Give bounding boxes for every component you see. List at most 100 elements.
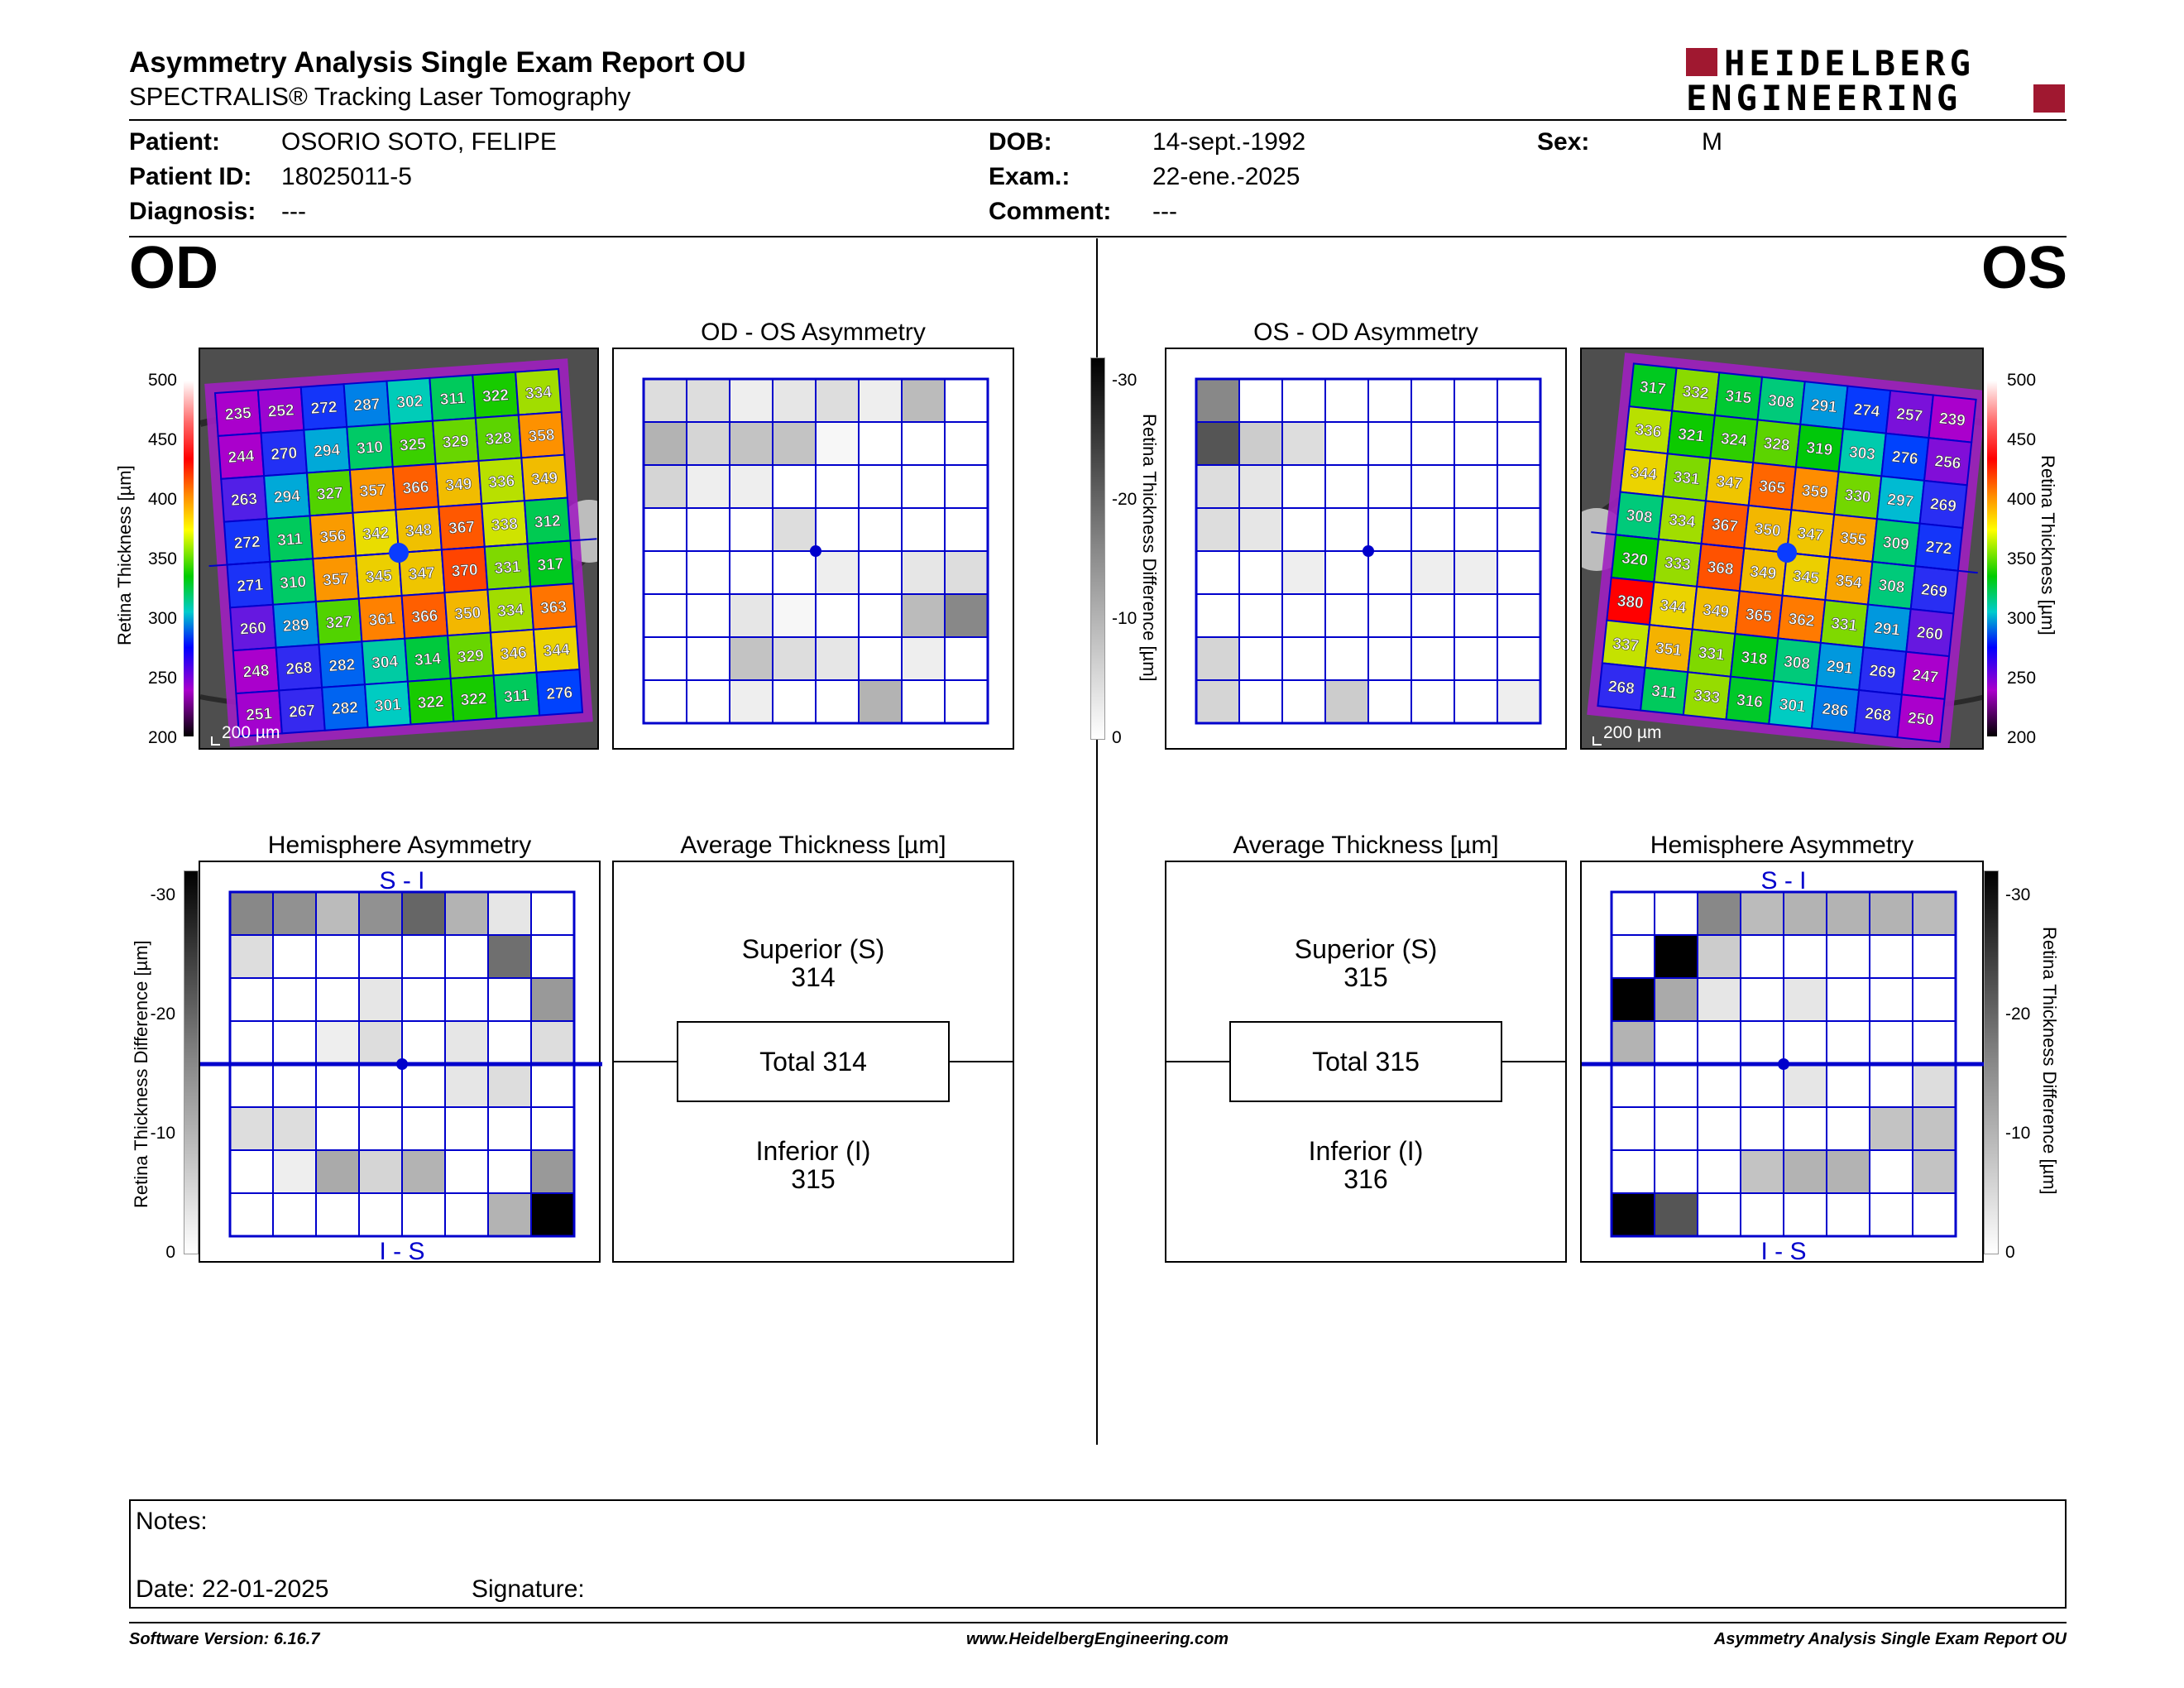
grid-cell — [944, 464, 989, 509]
thickness-value: 308 — [1626, 507, 1654, 527]
grid-cell — [1869, 1192, 1913, 1237]
scale-tick: -10 — [150, 1124, 175, 1143]
thickness-value: 301 — [374, 696, 402, 715]
website-link[interactable]: www.HeidelbergEngineering.com — [966, 1630, 1229, 1648]
thickness-value: 308 — [1878, 577, 1906, 597]
thickness-value: 357 — [359, 482, 386, 501]
grid-cell — [358, 1063, 403, 1108]
grid-cell — [1367, 378, 1412, 423]
thickness-value: 327 — [316, 485, 343, 504]
patient-label: Patient: — [129, 128, 221, 156]
thickness-value: 257 — [1895, 405, 1923, 425]
grid-cell — [315, 891, 360, 936]
difference-scale: -30 -20 -10 0 — [1084, 357, 1158, 747]
thickness-value: 325 — [399, 435, 427, 454]
grid-cell — [444, 1020, 489, 1065]
thickness-value: 269 — [1920, 581, 1948, 601]
grid-cell — [315, 1192, 360, 1237]
grid-cell — [772, 378, 817, 423]
thickness-value: 311 — [1650, 683, 1678, 703]
thickness-value: 355 — [1839, 530, 1867, 549]
grid-cell — [1281, 679, 1326, 724]
thickness-value: 317 — [537, 555, 564, 574]
grid-cell — [401, 1063, 446, 1108]
od-hemi-title: Hemisphere Asymmetry — [267, 832, 532, 859]
thickness-value: 303 — [1848, 444, 1876, 463]
thickness-value: 286 — [1822, 701, 1850, 721]
grid-cell — [1195, 378, 1240, 423]
thickness-value: 276 — [546, 684, 573, 703]
grid-cell — [901, 421, 946, 466]
grid-cell — [358, 1020, 403, 1065]
grid-cell — [1324, 507, 1369, 552]
grid-cell — [1826, 1192, 1870, 1237]
scale-tick: -30 — [150, 885, 175, 904]
thickness-value: 318 — [1741, 649, 1769, 669]
thickness-value: 350 — [1754, 520, 1782, 540]
grid-cell — [1654, 934, 1698, 979]
thickness-value: 330 — [1844, 487, 1872, 506]
os-total-box: Total 315 — [1229, 1021, 1502, 1102]
od-superior-value: 314 — [791, 962, 836, 992]
grid-cell — [1783, 891, 1827, 936]
thickness-value: 354 — [1835, 572, 1863, 592]
divider — [129, 1622, 2067, 1623]
grid-cell — [1410, 464, 1455, 509]
thickness-value: 329 — [442, 433, 469, 452]
thickness-value: 366 — [402, 478, 429, 497]
grid-cell — [1497, 421, 1541, 466]
grid-cell — [1869, 1149, 1913, 1194]
grid-cell — [1912, 891, 1956, 936]
grid-cell — [643, 593, 687, 638]
grid-cell — [729, 421, 774, 466]
grid-cell — [1454, 593, 1498, 638]
grid-cell — [358, 977, 403, 1022]
grid-cell — [444, 1063, 489, 1108]
scale-tick: 500 — [147, 371, 177, 390]
grid-cell — [1367, 593, 1412, 638]
os-total: Total 315 — [1312, 1047, 1420, 1077]
thickness-value: 272 — [310, 399, 338, 418]
grid-cell — [858, 378, 903, 423]
grid-cell — [1783, 977, 1827, 1022]
grid-cell — [1740, 1020, 1784, 1065]
grid-cell — [1654, 977, 1698, 1022]
thickness-value: 358 — [528, 427, 555, 446]
grid-cell — [686, 636, 730, 681]
grid-cell — [1367, 636, 1412, 681]
exam-value: 22-ene.-2025 — [1152, 163, 1300, 190]
thickness-value: 331 — [1830, 615, 1858, 635]
logo-square-icon — [1686, 48, 1717, 76]
comment-value: --- — [1152, 198, 1177, 225]
scale-tick: 250 — [2007, 669, 2037, 688]
hemi-bottom-label: I - S — [379, 1238, 424, 1264]
grid-cell — [815, 507, 860, 552]
grid-cell — [686, 507, 730, 552]
od-avg-title: Average Thickness [µm] — [680, 832, 946, 859]
sex-label: Sex: — [1537, 128, 1590, 156]
grid-cell — [1497, 550, 1541, 595]
grid-cell — [686, 464, 730, 509]
grid-cell — [358, 1149, 403, 1194]
grid-cell — [1410, 550, 1455, 595]
scale-tick: 0 — [165, 1243, 175, 1262]
grid-cell — [1611, 891, 1655, 936]
os-asymmetry-title: OS - OD Asymmetry — [1253, 319, 1478, 346]
grid-cell — [1324, 464, 1369, 509]
grid-cell — [901, 593, 946, 638]
thickness-value: 351 — [1655, 640, 1683, 659]
grid-cell — [315, 1020, 360, 1065]
grid-cell — [229, 977, 274, 1022]
grid-cell — [901, 507, 946, 552]
grid-cell — [530, 1149, 575, 1194]
fovea-marker — [1778, 1058, 1789, 1070]
grid-cell — [1654, 1020, 1698, 1065]
grid-cell — [1238, 421, 1283, 466]
grid-cell — [1281, 464, 1326, 509]
heidelberg-logo: HEIDELBERG ENGINEERING — [1686, 43, 2067, 118]
grid-cell — [530, 1020, 575, 1065]
footer-report-name: Asymmetry Analysis Single Exam Report OU — [1713, 1630, 2067, 1648]
exam-label: Exam.: — [989, 163, 1070, 190]
thickness-value: 329 — [457, 647, 484, 666]
grid-cell — [401, 1149, 446, 1194]
